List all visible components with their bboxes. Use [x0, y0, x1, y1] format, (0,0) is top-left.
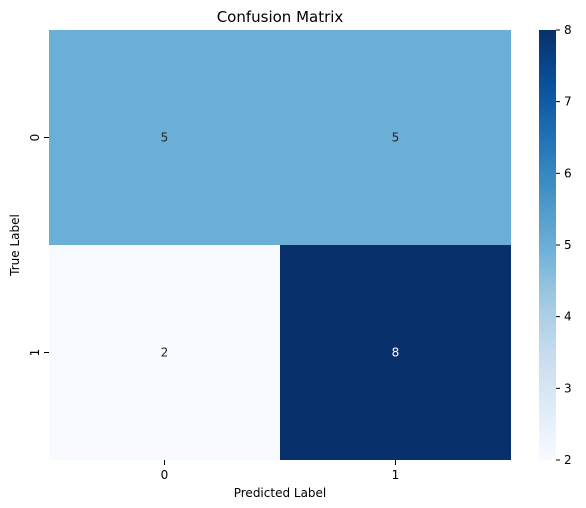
y-axis-label: True Label: [8, 214, 22, 277]
colorbar-tick-label: 4: [564, 310, 572, 324]
colorbar-tick-label: 3: [564, 381, 572, 395]
y-axis-ticks: 01: [28, 134, 49, 357]
cell-value-label: 2: [161, 346, 169, 360]
colorbar: [539, 30, 556, 460]
colorbar-tick-label: 8: [564, 23, 572, 37]
cell-value-label: 5: [161, 131, 169, 145]
cell-value-label: 8: [392, 346, 400, 360]
x-tick-label: 1: [392, 468, 400, 482]
y-tick-label: 0: [28, 134, 42, 142]
colorbar-tick-label: 7: [564, 95, 572, 109]
y-tick-label: 1: [28, 349, 42, 357]
heatmap-cell: [280, 30, 511, 245]
colorbar-tick-label: 5: [564, 238, 572, 252]
heatmap-cell-labels: 5 5 2 8: [161, 131, 400, 360]
x-tick-label: 0: [161, 468, 169, 482]
colorbar-tick-label: 2: [564, 453, 572, 467]
cell-value-label: 5: [392, 131, 400, 145]
heatmap-cell: [49, 30, 280, 245]
colorbar-ticks: 2 3 4 5 6 7 8: [556, 23, 572, 467]
colorbar-tick-label: 6: [564, 166, 572, 180]
heatmap-cells: [49, 30, 511, 460]
x-axis-label: Predicted Label: [234, 486, 327, 500]
chart-title: Confusion Matrix: [217, 8, 344, 26]
heatmap-cell: [49, 245, 280, 460]
heatmap-cell: [280, 245, 511, 460]
